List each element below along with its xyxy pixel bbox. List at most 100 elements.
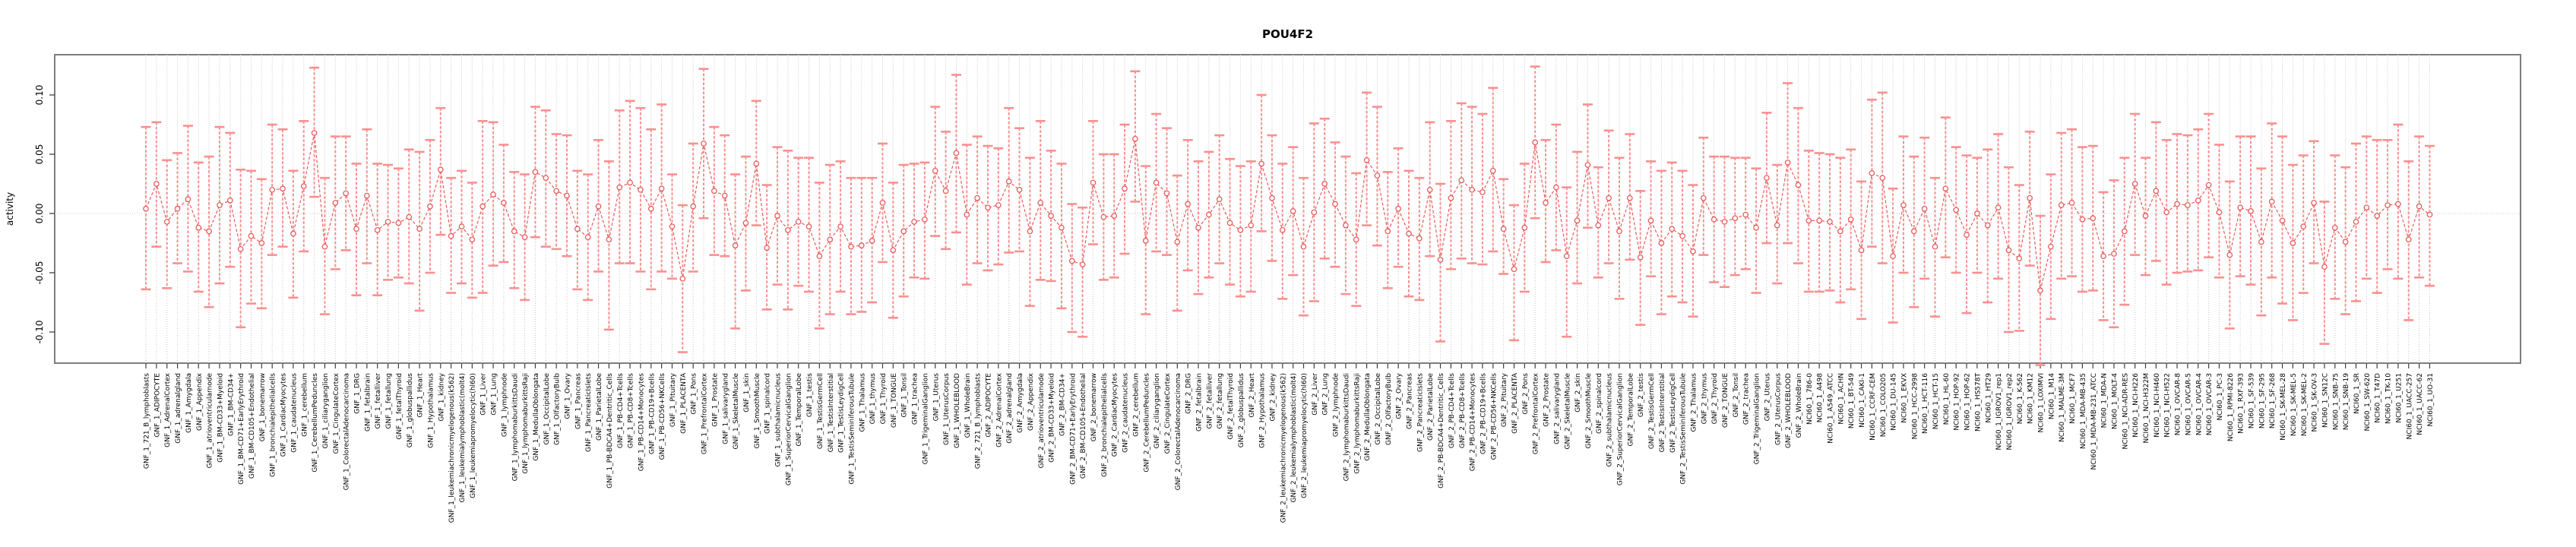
x-tick-label: GNF_2_TemporalLobe bbox=[1627, 373, 1635, 447]
x-tick-label: GNF_2_Lung bbox=[1322, 373, 1330, 416]
x-tick-label: GNF_1_Prostate bbox=[711, 373, 719, 427]
error-bar bbox=[888, 182, 898, 319]
data-point bbox=[964, 211, 970, 218]
error-bar bbox=[1877, 91, 1888, 264]
error-bar bbox=[983, 144, 993, 272]
error-bar bbox=[941, 131, 951, 251]
data-point bbox=[2300, 223, 2307, 230]
error-bar bbox=[1488, 87, 1498, 253]
data-point bbox=[1543, 200, 1549, 206]
x-tick-label: GNF_1_TestisSeminiferousTubule bbox=[848, 373, 856, 485]
x-tick-label: GNF_2_skin bbox=[1574, 373, 1582, 413]
data-point bbox=[900, 228, 907, 235]
data-point bbox=[1690, 248, 1696, 255]
data-point bbox=[616, 184, 623, 191]
data-point bbox=[217, 202, 223, 208]
error-bar bbox=[1319, 117, 1330, 260]
data-point bbox=[1627, 194, 1633, 201]
x-tick-label: NCI60_1_T47D bbox=[2375, 373, 2382, 423]
x-tick-label: GNF_1_PrefrontalCortex bbox=[701, 372, 709, 454]
data-point bbox=[816, 253, 823, 260]
x-tick-label: NCI60_1_OVCAR-8 bbox=[2175, 373, 2182, 436]
x-axis: GNF_1_721_B_lymphoblasts GNF_1_ADIPOCYTE G… bbox=[144, 363, 2435, 523]
x-tick-label: GNF_2_CingulateCortex bbox=[1164, 372, 1172, 454]
x-tick-label: GNF_1_WholeBrain bbox=[964, 373, 972, 438]
x-tick-label: GNF_1_Thalamus bbox=[859, 373, 866, 432]
data-point bbox=[2268, 198, 2275, 205]
x-tick-label: GNF_2_testis bbox=[1638, 373, 1645, 417]
x-tick-label: GNF_1_OccipitalLobe bbox=[543, 373, 551, 445]
data-point bbox=[1300, 243, 1307, 250]
error-bar bbox=[740, 155, 751, 292]
data-point bbox=[1048, 213, 1054, 219]
error-bar bbox=[520, 173, 530, 302]
x-tick-label: GNF_2_spinalcord bbox=[1596, 373, 1603, 434]
x-tick-label: GNF_1_Pituitary bbox=[669, 372, 677, 427]
data-point bbox=[2079, 216, 2086, 223]
x-tick-label: GNF_2_SuperiorCervicalGanglion bbox=[1617, 373, 1625, 485]
y-tick-label: -0.10 bbox=[34, 320, 45, 343]
x-tick-label: GNF_1_UterusCorpus bbox=[943, 373, 951, 445]
x-tick-label: GNF_2_OccipitalLobe bbox=[1375, 373, 1382, 445]
data-point bbox=[1363, 157, 1370, 163]
error-bar bbox=[1888, 187, 1898, 324]
data-point bbox=[753, 160, 760, 167]
y-tick-label: -0.05 bbox=[34, 261, 45, 284]
data-point bbox=[2005, 247, 2012, 254]
x-tick-label: GNF_2_PB-BDCA4+Dentritic_Cells bbox=[1438, 373, 1445, 489]
data-point bbox=[1774, 222, 1780, 229]
error-bar bbox=[2087, 144, 2098, 292]
x-tick-label: GNF_2_bonemarrow bbox=[1090, 373, 1098, 441]
data-point bbox=[2090, 215, 2097, 222]
x-tick-label: GNF_2_PrefrontalCortex bbox=[1533, 372, 1540, 454]
data-point bbox=[532, 169, 539, 175]
x-tick-label: GNF_1_ADIPOCYTE bbox=[153, 373, 161, 438]
data-point bbox=[163, 219, 170, 225]
data-point bbox=[848, 243, 854, 250]
data-point bbox=[1122, 185, 1128, 192]
x-tick-label: NCI60_1_SF-295 bbox=[2258, 373, 2266, 428]
data-point bbox=[2248, 208, 2254, 214]
x-tick-label: NCI60_1_PC-3 bbox=[2217, 373, 2224, 421]
error-bar bbox=[1509, 204, 1519, 342]
x-tick-label: GNF_1_trachea bbox=[912, 373, 919, 425]
error-bar bbox=[761, 184, 772, 311]
data-point bbox=[226, 197, 233, 204]
x-tick-label: GNF_2_Pons bbox=[1522, 373, 1530, 415]
data-point bbox=[1479, 189, 1486, 195]
data-point bbox=[1079, 261, 1086, 267]
data-point bbox=[1185, 201, 1191, 207]
x-tick-label: GNF_2_DRG bbox=[1185, 373, 1193, 414]
data-point bbox=[2279, 217, 2286, 224]
x-tick-label: GNF_1_lymphnode bbox=[501, 373, 508, 438]
data-point bbox=[932, 167, 938, 174]
data-point bbox=[280, 185, 286, 192]
error-bar bbox=[1898, 135, 1909, 274]
data-point bbox=[1174, 239, 1181, 245]
x-tick-label: GNF_2_ParietalLobe bbox=[1427, 373, 1435, 441]
x-tick-label: NCI60_1_HL-60 bbox=[1943, 373, 1951, 425]
x-tick-label: NCI60_1_OVCAR-5 bbox=[2185, 373, 2192, 435]
x-tick-label: NCI60_1_SR bbox=[2353, 373, 2361, 414]
data-point bbox=[300, 183, 307, 189]
x-tick-label: GNF_2_PancreaticIslets bbox=[1416, 373, 1424, 452]
data-point bbox=[2237, 204, 2243, 211]
error-bar bbox=[2046, 173, 2056, 321]
data-point bbox=[363, 192, 370, 199]
x-tick-label: GNF_2_Ovary bbox=[1396, 372, 1404, 419]
data-point bbox=[1016, 186, 1023, 193]
data-point bbox=[1584, 162, 1591, 168]
data-point bbox=[890, 247, 897, 254]
x-tick-label: GNF_2_Liver bbox=[1312, 373, 1319, 416]
x-tick-label: GNF_2_BM-CD71+EarlyErythroid bbox=[1069, 373, 1077, 485]
error-bar bbox=[2182, 134, 2193, 273]
x-tick-label: GNF_2_WHOLEBLOOD bbox=[1785, 373, 1793, 448]
data-point bbox=[1416, 235, 1422, 242]
data-point bbox=[2226, 251, 2233, 258]
data-point bbox=[869, 238, 875, 244]
data-point bbox=[2395, 201, 2401, 207]
x-tick-label: NCI60_1_KM12 bbox=[2027, 373, 2035, 424]
data-point bbox=[1784, 160, 1791, 166]
error-bar bbox=[625, 100, 635, 264]
data-point bbox=[858, 242, 865, 248]
